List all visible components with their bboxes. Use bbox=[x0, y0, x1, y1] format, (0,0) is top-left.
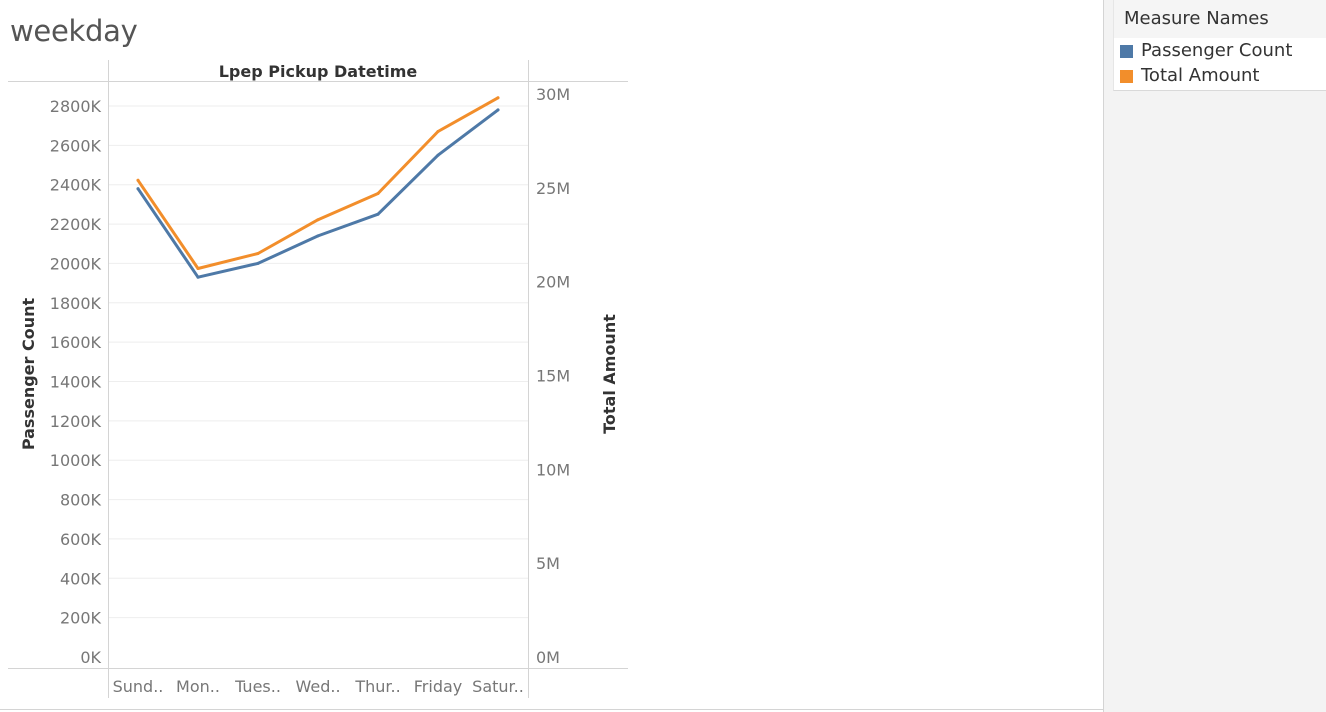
y-right-axis-title: Total Amount bbox=[600, 314, 619, 434]
y-right-tick-label: 30M bbox=[536, 85, 570, 104]
y-left-tick-label: 2000K bbox=[50, 254, 102, 273]
data-point-passenger-count bbox=[316, 234, 320, 238]
legend-swatch bbox=[1120, 45, 1133, 58]
y-right-tick-label: 5M bbox=[536, 554, 560, 573]
y-right-tick-label: 25M bbox=[536, 179, 570, 198]
x-tick-label: Sund.. bbox=[113, 677, 164, 696]
y-left-tick-label: 2600K bbox=[50, 136, 102, 155]
data-point-total-amount bbox=[196, 267, 200, 270]
data-point-total-amount bbox=[316, 218, 320, 222]
y-left-tick-label: 1200K bbox=[50, 412, 102, 431]
data-point-total-amount bbox=[376, 192, 380, 195]
data-point-passenger-count bbox=[376, 212, 380, 216]
legend-card: Measure Names Passenger Count Total Amou… bbox=[1113, 0, 1326, 91]
y-left-tick-label: 2400K bbox=[50, 176, 102, 195]
data-point-total-amount bbox=[496, 96, 500, 100]
y-left-tick-label: 0K bbox=[80, 648, 101, 667]
data-point-total-amount bbox=[136, 178, 140, 182]
legend-header bbox=[1114, 0, 1326, 38]
y-right-tick-label: 20M bbox=[536, 273, 570, 292]
x-tick-label: Thur.. bbox=[354, 677, 400, 696]
data-point-passenger-count bbox=[496, 108, 500, 112]
sheet-title: weekday bbox=[10, 14, 138, 48]
y-left-tick-label: 1000K bbox=[50, 451, 102, 470]
y-left-tick-label: 200K bbox=[60, 609, 102, 628]
x-tick-label: Tues.. bbox=[234, 677, 281, 696]
data-point-passenger-count bbox=[196, 275, 200, 279]
x-tick-label: Wed.. bbox=[295, 677, 340, 696]
legend-title: Measure Names bbox=[1124, 8, 1269, 29]
y-left-tick-label: 2800K bbox=[50, 97, 102, 116]
y-left-tick-label: 600K bbox=[60, 530, 102, 549]
data-point-total-amount bbox=[436, 130, 440, 133]
data-point-passenger-count bbox=[436, 153, 440, 157]
dual-axis-line-chart: Lpep Pickup Datetime 0K 200K 400K 600K 800K 10… bbox=[8, 60, 628, 698]
y-left-tick-label: 1600K bbox=[50, 333, 102, 352]
y-left-tick-label: 2200K bbox=[50, 215, 102, 234]
x-tick-label: Satur.. bbox=[472, 677, 524, 696]
y-right-tick-label: 10M bbox=[536, 460, 570, 479]
series-line-total-amount bbox=[136, 96, 500, 270]
y-left-axis-title: Passenger Count bbox=[19, 297, 38, 450]
y-right-tick-label: 0M bbox=[536, 648, 560, 667]
y-right-tick-label: 15M bbox=[536, 367, 570, 386]
series-line-passenger-count bbox=[136, 108, 500, 279]
right-side-panel: Measure Names Passenger Count Total Amou… bbox=[1103, 0, 1326, 712]
data-point-passenger-count bbox=[136, 187, 140, 191]
legend-item-label: Total Amount bbox=[1141, 65, 1260, 86]
bottom-divider bbox=[0, 709, 1103, 710]
y-left-tick-label: 400K bbox=[60, 569, 102, 588]
y-left-tick-label: 1800K bbox=[50, 294, 102, 313]
y-left-tick-label: 1400K bbox=[50, 373, 102, 392]
data-point-total-amount bbox=[256, 252, 260, 255]
y-left-tick-label: 800K bbox=[60, 491, 102, 510]
data-point-passenger-count bbox=[256, 261, 260, 265]
legend-item-label: Passenger Count bbox=[1141, 40, 1293, 61]
chart-title: Lpep Pickup Datetime bbox=[219, 62, 418, 81]
legend-swatch bbox=[1120, 70, 1133, 83]
x-tick-label: Friday bbox=[414, 677, 463, 696]
x-tick-label: Mon.. bbox=[176, 677, 220, 696]
